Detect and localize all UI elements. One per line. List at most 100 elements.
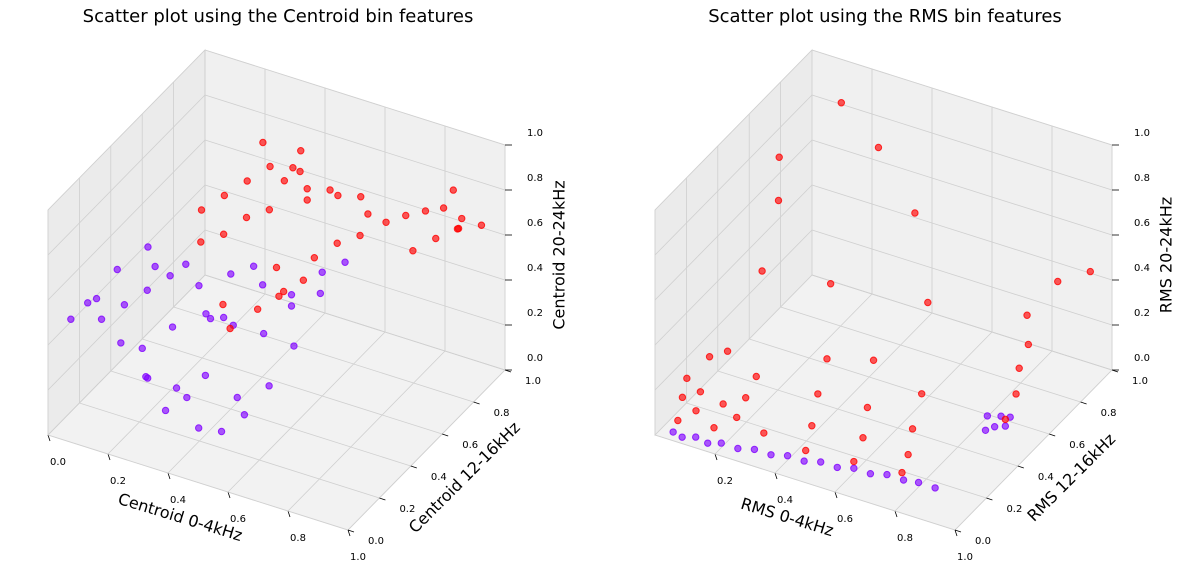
point	[850, 464, 858, 472]
point	[990, 423, 999, 431]
grid-line	[811, 49, 1113, 146]
point	[705, 353, 714, 361]
x-tick-label: 0.4	[777, 495, 793, 506]
point	[924, 298, 932, 307]
grid-line	[654, 434, 956, 531]
grid-line	[47, 229, 206, 391]
tick-mark	[1080, 401, 1087, 405]
point	[1012, 390, 1020, 398]
point	[883, 470, 891, 479]
tick-mark	[287, 510, 291, 518]
point	[182, 260, 190, 268]
grid-line	[834, 331, 993, 493]
grid-line	[167, 312, 326, 474]
grid-line	[204, 274, 506, 371]
tick-mark	[473, 401, 480, 405]
point	[874, 143, 883, 152]
grid-line	[47, 434, 349, 531]
point	[266, 162, 274, 171]
point	[287, 302, 296, 310]
grid-line	[204, 49, 506, 146]
point	[914, 478, 923, 487]
point	[1054, 277, 1062, 286]
point	[220, 191, 229, 200]
chart-title: Scatter plot using the Centroid bin feat…	[83, 6, 474, 27]
point	[227, 270, 235, 278]
point	[144, 243, 152, 251]
tick-mark	[986, 497, 993, 501]
point	[272, 263, 281, 272]
point	[802, 446, 810, 455]
point	[67, 315, 75, 323]
point	[296, 167, 304, 176]
point	[869, 356, 878, 364]
point	[931, 484, 939, 492]
y-tick-label: 0.2	[399, 504, 415, 515]
point	[219, 313, 228, 322]
chart: 0.00.20.40.60.81.00.00.20.40.60.81.00.00…	[47, 6, 569, 563]
grid-line	[654, 274, 813, 436]
x-tick-label: 0.6	[837, 514, 853, 525]
point	[692, 407, 700, 415]
point	[310, 254, 319, 262]
tick-mark	[47, 434, 51, 442]
grid-line	[954, 369, 1113, 531]
tick-mark	[714, 453, 718, 461]
point	[92, 294, 101, 303]
point	[683, 374, 691, 383]
point	[477, 221, 486, 229]
point	[195, 281, 203, 290]
point	[326, 186, 334, 194]
z-tick-label: 0.4	[527, 263, 543, 274]
point	[217, 427, 226, 436]
grid-line	[47, 139, 206, 301]
y-tick-label: 0.4	[431, 472, 447, 483]
point	[760, 429, 768, 437]
z-tick-label: 0.0	[1134, 353, 1150, 364]
point	[904, 450, 912, 459]
tick-mark	[347, 529, 355, 533]
tick-mark	[107, 453, 111, 461]
point	[823, 355, 831, 363]
grid-line	[654, 229, 813, 391]
point	[899, 476, 908, 484]
z-tick-label: 0.4	[1134, 263, 1150, 274]
x-tick-label: 1.0	[957, 552, 973, 563]
point	[357, 193, 365, 201]
point	[161, 406, 170, 415]
tick-mark	[347, 529, 351, 537]
chart-title: Scatter plot using the RMS bin features	[708, 6, 1062, 27]
point	[783, 452, 792, 460]
point	[382, 218, 390, 227]
grid-line	[204, 94, 506, 191]
grid-line	[654, 94, 813, 256]
point	[303, 196, 311, 204]
point	[863, 403, 872, 412]
point	[259, 138, 267, 147]
point	[253, 305, 262, 313]
point	[814, 390, 822, 398]
point	[356, 231, 364, 240]
point	[334, 191, 342, 200]
x-tick-label: 0.2	[717, 476, 733, 487]
point	[151, 262, 159, 271]
chart: 0.20.40.60.81.00.00.20.40.60.81.00.00.20…	[654, 6, 1176, 563]
point	[226, 324, 234, 333]
point	[259, 329, 268, 338]
grid-line	[110, 370, 411, 467]
point	[290, 342, 298, 350]
point	[166, 272, 174, 280]
point	[1023, 311, 1031, 319]
y-tick-label: 0.4	[1038, 472, 1054, 483]
point	[287, 291, 296, 299]
point	[692, 433, 700, 441]
z-axis-label: RMS 20-24kHz	[1157, 197, 1176, 313]
point	[318, 268, 326, 276]
point	[733, 413, 741, 422]
grid-line	[811, 94, 1113, 191]
grid-line	[654, 49, 813, 211]
point	[917, 390, 926, 398]
point	[750, 445, 759, 454]
point	[341, 258, 349, 266]
x-tick-label: 0.6	[230, 514, 246, 525]
